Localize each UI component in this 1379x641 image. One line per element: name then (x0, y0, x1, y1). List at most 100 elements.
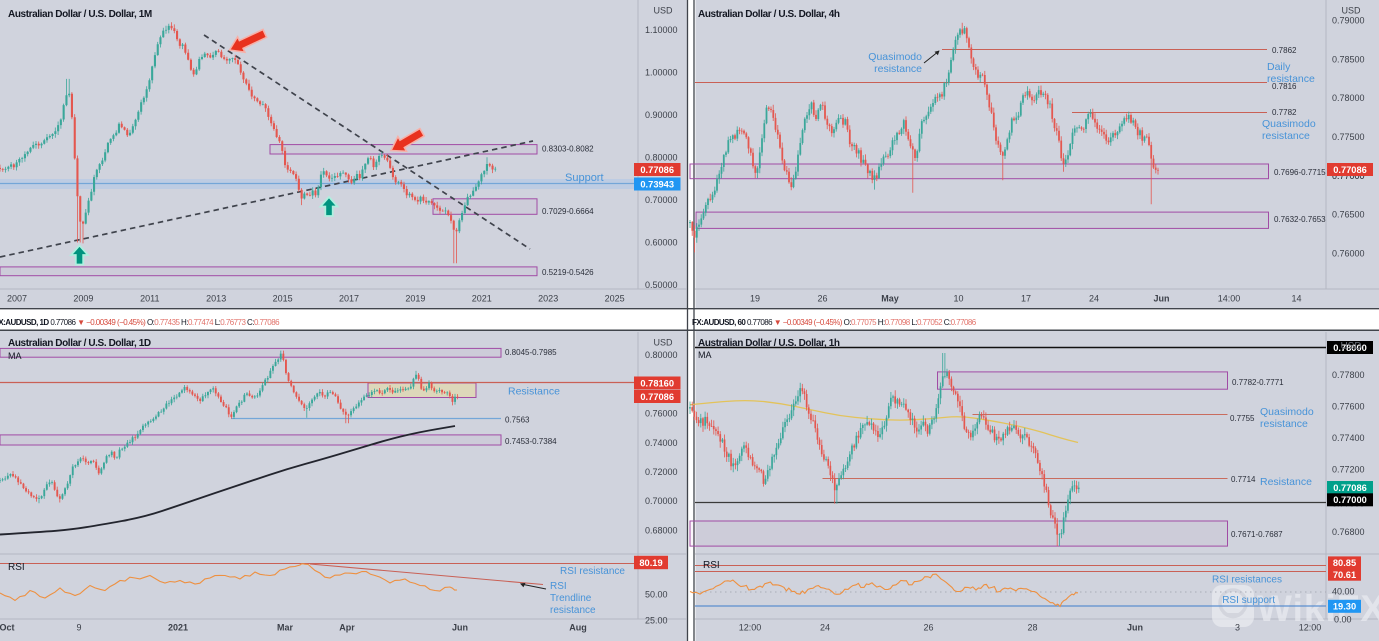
svg-text:1.10000: 1.10000 (645, 25, 678, 35)
svg-text:resistance: resistance (1260, 418, 1308, 430)
svg-text:0.78160: 0.78160 (640, 378, 674, 388)
svg-text:2021: 2021 (472, 294, 492, 304)
svg-text:0.00: 0.00 (1334, 614, 1352, 624)
svg-text:0.78000: 0.78000 (1333, 343, 1367, 353)
svg-text:0.77200: 0.77200 (1332, 464, 1365, 474)
svg-text:2021: 2021 (168, 623, 188, 633)
svg-text:0.76800: 0.76800 (1332, 527, 1365, 537)
svg-text:USD: USD (1341, 6, 1361, 16)
svg-text:0.7714: 0.7714 (1231, 475, 1256, 484)
svg-text:Aug: Aug (569, 623, 587, 633)
svg-text:0.77800: 0.77800 (1332, 370, 1365, 380)
svg-text:RSI support: RSI support (1222, 595, 1275, 606)
svg-text:10: 10 (953, 294, 963, 304)
svg-text:0.73943: 0.73943 (640, 179, 674, 189)
svg-text:70.61: 70.61 (1333, 570, 1356, 580)
svg-text:0.77086: 0.77086 (1333, 483, 1367, 493)
svg-text:Daily: Daily (1267, 61, 1291, 73)
svg-text:Quasimodo: Quasimodo (1262, 118, 1316, 130)
svg-text:19.30: 19.30 (1333, 602, 1356, 612)
svg-text:0.8303-0.8082: 0.8303-0.8082 (542, 145, 594, 154)
svg-text:RSI: RSI (703, 560, 720, 571)
svg-text:Jun: Jun (452, 623, 468, 633)
svg-text:0.77086: 0.77086 (640, 392, 674, 402)
svg-text:19: 19 (750, 294, 760, 304)
svg-text:0.7862: 0.7862 (1272, 46, 1297, 55)
svg-text:2011: 2011 (140, 294, 159, 304)
svg-text:0.60000: 0.60000 (645, 238, 678, 248)
svg-text:2023: 2023 (538, 294, 558, 304)
svg-text:12:00: 12:00 (739, 623, 762, 633)
svg-text:0.7563: 0.7563 (505, 416, 530, 425)
svg-text:2017: 2017 (339, 294, 359, 304)
svg-text:26: 26 (923, 623, 933, 633)
svg-text:0.90000: 0.90000 (645, 110, 678, 120)
svg-text:0.7632-0.7653: 0.7632-0.7653 (1274, 215, 1326, 224)
svg-text:0.50000: 0.50000 (645, 280, 678, 290)
svg-text:0.77086: 0.77086 (640, 165, 674, 175)
svg-text:Oct: Oct (0, 623, 15, 633)
svg-text:Australian Dollar / U.S. Dolla: Australian Dollar / U.S. Dollar, 1M (8, 9, 152, 20)
svg-text:0.80000: 0.80000 (645, 153, 678, 163)
svg-text:0.7816: 0.7816 (1272, 82, 1297, 91)
svg-text:Trendline: Trendline (550, 593, 592, 604)
svg-text:26: 26 (817, 294, 827, 304)
svg-text:May: May (881, 294, 899, 304)
svg-text:0.7671-0.7687: 0.7671-0.7687 (1231, 530, 1283, 539)
svg-text:0.78500: 0.78500 (1332, 54, 1365, 64)
svg-text:14:00: 14:00 (1218, 294, 1241, 304)
svg-text:Resistance: Resistance (508, 386, 560, 398)
svg-text:Resistance: Resistance (1260, 476, 1312, 488)
svg-text:2025: 2025 (605, 294, 625, 304)
svg-text:RSI: RSI (8, 562, 25, 573)
svg-text:0.7755: 0.7755 (1230, 414, 1255, 423)
svg-text:Apr: Apr (339, 623, 355, 633)
svg-text:28: 28 (1027, 623, 1037, 633)
svg-text:12:00: 12:00 (1299, 623, 1322, 633)
svg-text:2019: 2019 (405, 294, 425, 304)
svg-text:3: 3 (1235, 623, 1240, 633)
svg-text:80.19: 80.19 (639, 558, 662, 568)
svg-text:MA: MA (698, 350, 712, 360)
svg-text:0.7029-0.6664: 0.7029-0.6664 (542, 207, 594, 216)
svg-text:MA: MA (8, 351, 22, 361)
svg-text:0.7696-0.7715: 0.7696-0.7715 (1274, 168, 1326, 177)
svg-text:FX:AUDUSD, 1D 0.77086 ▼ −0.003: FX:AUDUSD, 1D 0.77086 ▼ −0.00349 (−0.45%… (0, 318, 280, 327)
svg-text:0.76000: 0.76000 (645, 409, 678, 419)
svg-text:40.00: 40.00 (1332, 587, 1355, 597)
svg-text:Support: Support (565, 172, 604, 184)
svg-text:50.00: 50.00 (645, 590, 668, 600)
svg-text:0.77000: 0.77000 (1333, 495, 1367, 505)
svg-text:9: 9 (76, 623, 81, 633)
svg-text:Quasimodo: Quasimodo (1260, 406, 1314, 418)
svg-text:2015: 2015 (273, 294, 293, 304)
svg-text:1.00000: 1.00000 (645, 68, 678, 78)
svg-text:resistance: resistance (1262, 130, 1310, 142)
svg-text:0.68000: 0.68000 (645, 525, 678, 535)
svg-text:25.00: 25.00 (645, 616, 668, 626)
svg-text:resistance: resistance (550, 605, 596, 616)
svg-text:0.72000: 0.72000 (645, 467, 678, 477)
svg-text:2007: 2007 (7, 294, 27, 304)
svg-text:Australian Dollar / U.S. Dolla: Australian Dollar / U.S. Dollar, 1h (698, 338, 840, 349)
svg-text:0.7782: 0.7782 (1272, 108, 1297, 117)
svg-text:0.77600: 0.77600 (1332, 402, 1365, 412)
svg-text:0.80000: 0.80000 (645, 350, 678, 360)
svg-text:0.76500: 0.76500 (1332, 210, 1365, 220)
svg-text:FX:AUDUSD, 60 0.77086 ▼ −0.003: FX:AUDUSD, 60 0.77086 ▼ −0.00349 (−0.45%… (692, 318, 977, 327)
svg-text:0.7453-0.7384: 0.7453-0.7384 (505, 437, 557, 446)
svg-text:Australian Dollar / U.S. Dolla: Australian Dollar / U.S. Dollar, 1D (8, 338, 151, 349)
svg-text:USD: USD (1340, 341, 1361, 352)
svg-text:RSI resistances: RSI resistances (1212, 575, 1282, 586)
svg-text:Quasimodo: Quasimodo (868, 51, 922, 63)
svg-text:24: 24 (820, 623, 830, 633)
svg-text:0.70000: 0.70000 (645, 195, 678, 205)
svg-text:Jun: Jun (1127, 623, 1143, 633)
svg-text:Mar: Mar (277, 623, 294, 633)
svg-text:resistance: resistance (874, 63, 922, 75)
svg-text:2013: 2013 (206, 294, 226, 304)
svg-text:RSI resistance: RSI resistance (560, 566, 625, 577)
svg-text:0.77500: 0.77500 (1332, 132, 1365, 142)
svg-text:0.74000: 0.74000 (645, 438, 678, 448)
svg-text:2009: 2009 (73, 294, 93, 304)
